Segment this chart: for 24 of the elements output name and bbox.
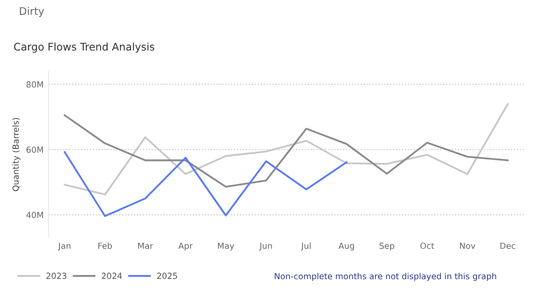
x-tick-label: Aug	[338, 242, 354, 251]
x-tick-label: Oct	[420, 242, 434, 249]
x-tick-label: Dec	[500, 242, 516, 249]
text: Dirty	[20, 6, 44, 18]
x-tick-label: Mar	[138, 242, 154, 249]
legend-label: 2023	[46, 272, 66, 279]
x-tick-label: May	[218, 242, 234, 251]
x-tick-label: Jun	[259, 242, 272, 250]
line-series	[64, 114, 509, 188]
x-tick-label: Nov	[460, 242, 476, 249]
chart-title: Cargo Flows Trend Analysis	[14, 42, 154, 53]
y-tick-label: 80M	[26, 81, 43, 88]
text: Non-complete months are not displayed in this graph	[274, 272, 496, 281]
x-tick-label: Apr	[178, 242, 193, 251]
legend-label: 2025	[157, 272, 178, 279]
y-tick-label: 60M	[26, 146, 43, 153]
y-tick-label: 40M	[26, 212, 43, 218]
line-series	[64, 151, 348, 217]
x-tick-label: Jul	[300, 242, 311, 250]
y-axis-title: Quantity (Barrels)	[12, 118, 20, 192]
x-tick-label: Feb	[98, 242, 112, 249]
x-tick-label: Sep	[380, 242, 394, 251]
legend-label: 2024	[102, 272, 122, 279]
x-tick-label: Jan	[58, 242, 70, 250]
